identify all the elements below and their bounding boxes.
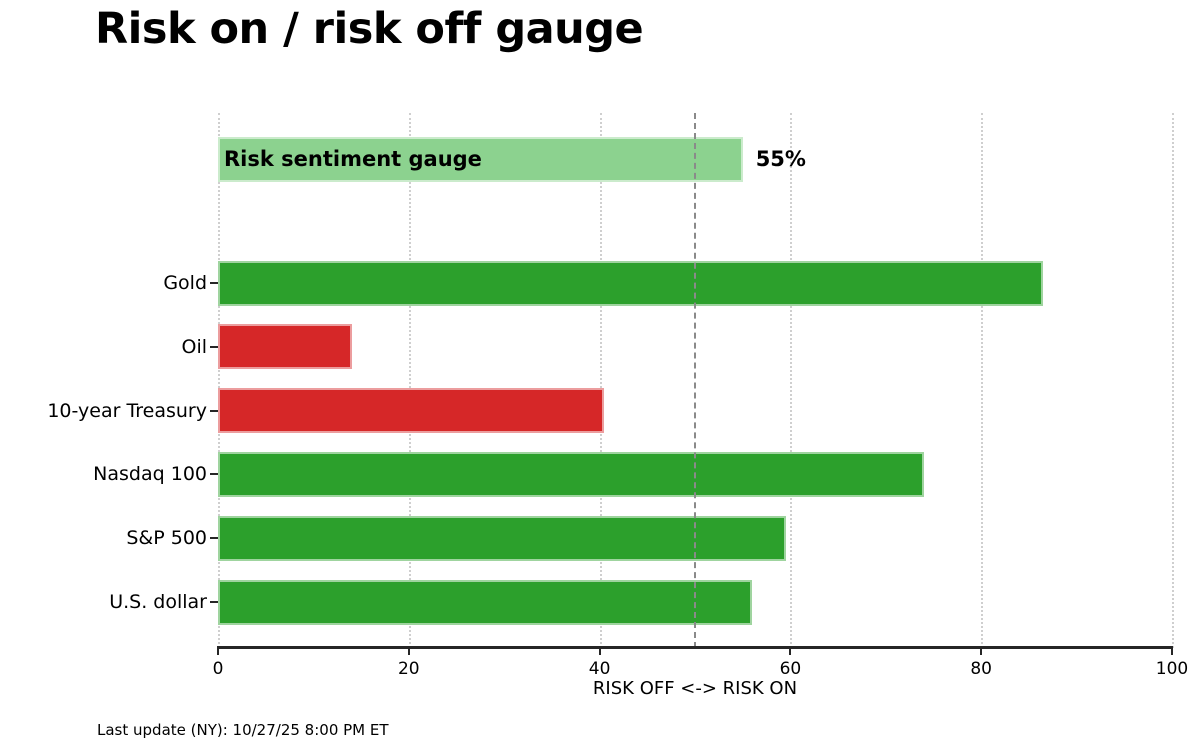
y-label-oil: Oil — [181, 335, 207, 358]
y-tick-s-p-500 — [210, 537, 218, 540]
x-axis-label: RISK OFF <-> RISK ON — [592, 678, 798, 699]
gridline-x-20 — [408, 113, 411, 648]
gridline-x-40 — [599, 113, 602, 648]
plot-area: Risk sentiment gauge 55% Gold Oil 10-year … — [47, 113, 1188, 679]
last-update-note: Last update (NY): 10/27/25 8:00 PM ET — [97, 721, 389, 739]
x-tick-60 — [789, 649, 792, 655]
x-tick-40 — [598, 649, 601, 655]
y-tick-oil — [210, 345, 218, 348]
x-tick-0 — [217, 649, 219, 655]
y-label-s-p-500: S&P 500 — [126, 527, 207, 550]
x-tick-label-100: 100 — [1155, 659, 1189, 679]
x-tick-100 — [1171, 649, 1173, 655]
y-tick-nasdaq-100 — [210, 473, 218, 476]
bar-nasdaq-100 — [218, 451, 924, 497]
gauge-value-label: 55% — [755, 147, 806, 171]
y-label-u-s-dollar: U.S. dollar — [109, 591, 207, 613]
y-label-gold: Gold — [163, 272, 207, 294]
gridline-x-0 — [218, 113, 220, 648]
y-tick-10-year-treasury — [210, 409, 218, 412]
x-tick-20 — [407, 649, 410, 655]
bar-oil — [218, 324, 352, 370]
bar-10-year-treasury — [218, 388, 605, 434]
x-tick-80 — [980, 649, 983, 655]
x-tick-label-0: 0 — [212, 659, 224, 679]
gridline-x-100 — [1172, 113, 1174, 648]
y-tick-u-s-dollar — [210, 601, 218, 603]
y-label-10-year-treasury: 10-year Treasury — [47, 399, 207, 422]
x-axis-spine — [217, 646, 1173, 649]
page-title: Risk on / risk off gauge — [95, 4, 644, 54]
bar-u-s-dollar — [218, 579, 753, 625]
x-tick-label-40: 40 — [588, 659, 611, 679]
y-tick-gold — [210, 282, 218, 284]
bar-s-p-500 — [218, 515, 786, 561]
y-label-nasdaq-100: Nasdaq 100 — [93, 463, 207, 486]
x-tick-label-60: 60 — [779, 659, 802, 679]
gridline-x-80 — [981, 113, 984, 648]
gridline-x-60 — [790, 113, 793, 648]
gauge-bar: Risk sentiment gauge — [218, 136, 743, 182]
x-tick-label-20: 20 — [397, 659, 420, 679]
gauge-bar-label: Risk sentiment gauge — [224, 147, 482, 171]
x-tick-label-80: 80 — [970, 659, 993, 679]
bar-gold — [218, 260, 1044, 306]
threshold-line-50 — [694, 113, 696, 648]
